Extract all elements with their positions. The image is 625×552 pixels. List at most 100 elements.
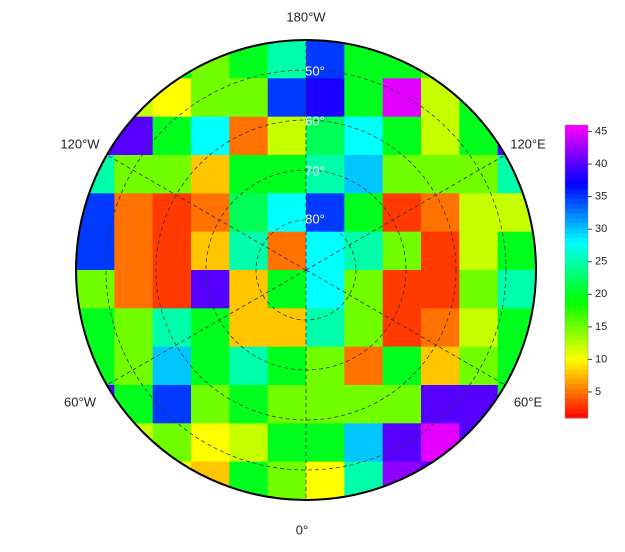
field-cell <box>229 78 269 118</box>
field-cell <box>229 40 269 79</box>
field-cell <box>459 423 499 463</box>
field-cell <box>306 270 345 309</box>
colorbar-segment <box>565 359 588 365</box>
field-cell <box>382 78 422 118</box>
colorbar-segment <box>565 344 588 351</box>
colorbar-segment <box>565 251 588 258</box>
colorbar-tick-label: 15 <box>595 321 607 333</box>
colorbar-segment <box>565 383 588 390</box>
colorbar-segment <box>565 378 588 385</box>
colorbar-segment <box>565 208 588 214</box>
meridian <box>305 269 506 386</box>
field-cell <box>497 346 536 386</box>
field-cell <box>152 270 192 309</box>
field-cell <box>497 193 536 233</box>
lon-label: 120°E <box>510 136 546 151</box>
field-cell <box>152 116 192 156</box>
field-cell <box>382 385 422 424</box>
colorbar-segment <box>565 291 588 297</box>
meridian <box>106 154 307 271</box>
field-cell <box>497 231 536 271</box>
field-cell <box>191 40 230 79</box>
colorbar-segment <box>565 154 588 160</box>
colorbar-tick-label: 25 <box>595 256 607 268</box>
field-cell <box>191 193 230 233</box>
field-cell <box>191 270 230 309</box>
colorbar-segment <box>565 168 588 175</box>
field-cell <box>459 308 499 348</box>
field-cell <box>497 461 536 500</box>
field-cell <box>421 270 460 309</box>
field-cell <box>114 231 154 271</box>
field-cell <box>382 308 422 348</box>
field-cell <box>306 461 345 500</box>
field-cell <box>267 308 307 348</box>
colorbar-segment <box>565 232 588 238</box>
latitude-circle <box>155 119 457 421</box>
field-cell <box>344 231 384 271</box>
field-cell <box>152 461 192 500</box>
colorbar-segment <box>565 315 588 321</box>
field-cell <box>267 231 307 271</box>
field-cell <box>267 346 307 386</box>
field-cell <box>152 308 192 348</box>
colorbar-segment <box>565 286 588 292</box>
colorbar-segment <box>565 217 588 224</box>
field-cell <box>267 116 307 156</box>
field-cell <box>229 346 269 386</box>
colorbar-segment <box>565 339 588 346</box>
field-cell <box>497 78 536 118</box>
field-cell <box>497 423 536 463</box>
field-cell <box>76 423 115 463</box>
field-cell <box>267 155 307 194</box>
graticule <box>105 40 507 500</box>
field-cell <box>229 423 269 463</box>
colorbar-tick-label: 30 <box>595 223 607 235</box>
field-cell <box>497 40 536 79</box>
colorbar-segment <box>565 149 588 155</box>
field-cell <box>382 461 422 500</box>
field-cell <box>267 423 307 463</box>
colorbar-segment <box>565 188 588 194</box>
colorbar-segment <box>565 222 588 229</box>
field-cell <box>421 308 460 348</box>
colorbar-tick-label: 20 <box>595 288 607 300</box>
field-cell <box>382 231 422 271</box>
lon-label: 0° <box>296 522 308 537</box>
field-cell <box>267 193 307 233</box>
colorbar-segment <box>565 261 588 268</box>
field-cell <box>191 231 230 271</box>
colorbar-segment <box>565 364 588 370</box>
field-cell <box>306 193 345 233</box>
field-cell <box>76 461 115 500</box>
field-cell <box>421 461 460 500</box>
lat-label: 50° <box>305 63 325 78</box>
colorbar-segment <box>565 393 588 399</box>
field-cell <box>344 385 384 424</box>
field-cell <box>459 346 499 386</box>
field-cell <box>459 78 499 118</box>
field-cell <box>497 270 536 309</box>
field-cell <box>306 116 345 156</box>
field-cell <box>382 193 422 233</box>
field-cell <box>229 231 269 271</box>
field-cell <box>344 270 384 309</box>
meridian <box>305 154 506 271</box>
field-cell <box>229 116 269 156</box>
field-cell <box>306 346 345 386</box>
field-cell <box>76 346 115 386</box>
field-cell <box>114 308 154 348</box>
lat-label: 80° <box>305 211 325 226</box>
colorbar-segment <box>565 325 588 331</box>
field-cell <box>267 385 307 424</box>
field-cell <box>344 116 384 156</box>
colorbar-segment <box>565 276 588 282</box>
colorbar-tick-label: 10 <box>595 353 607 365</box>
colorbar-segment <box>565 413 588 419</box>
colorbar-segment <box>565 183 588 189</box>
lon-label: 180°W <box>286 9 326 24</box>
field-cell <box>229 155 269 194</box>
field-cell <box>459 40 499 79</box>
field-cell <box>114 423 154 463</box>
colorbar-tick-label: 5 <box>595 386 601 398</box>
